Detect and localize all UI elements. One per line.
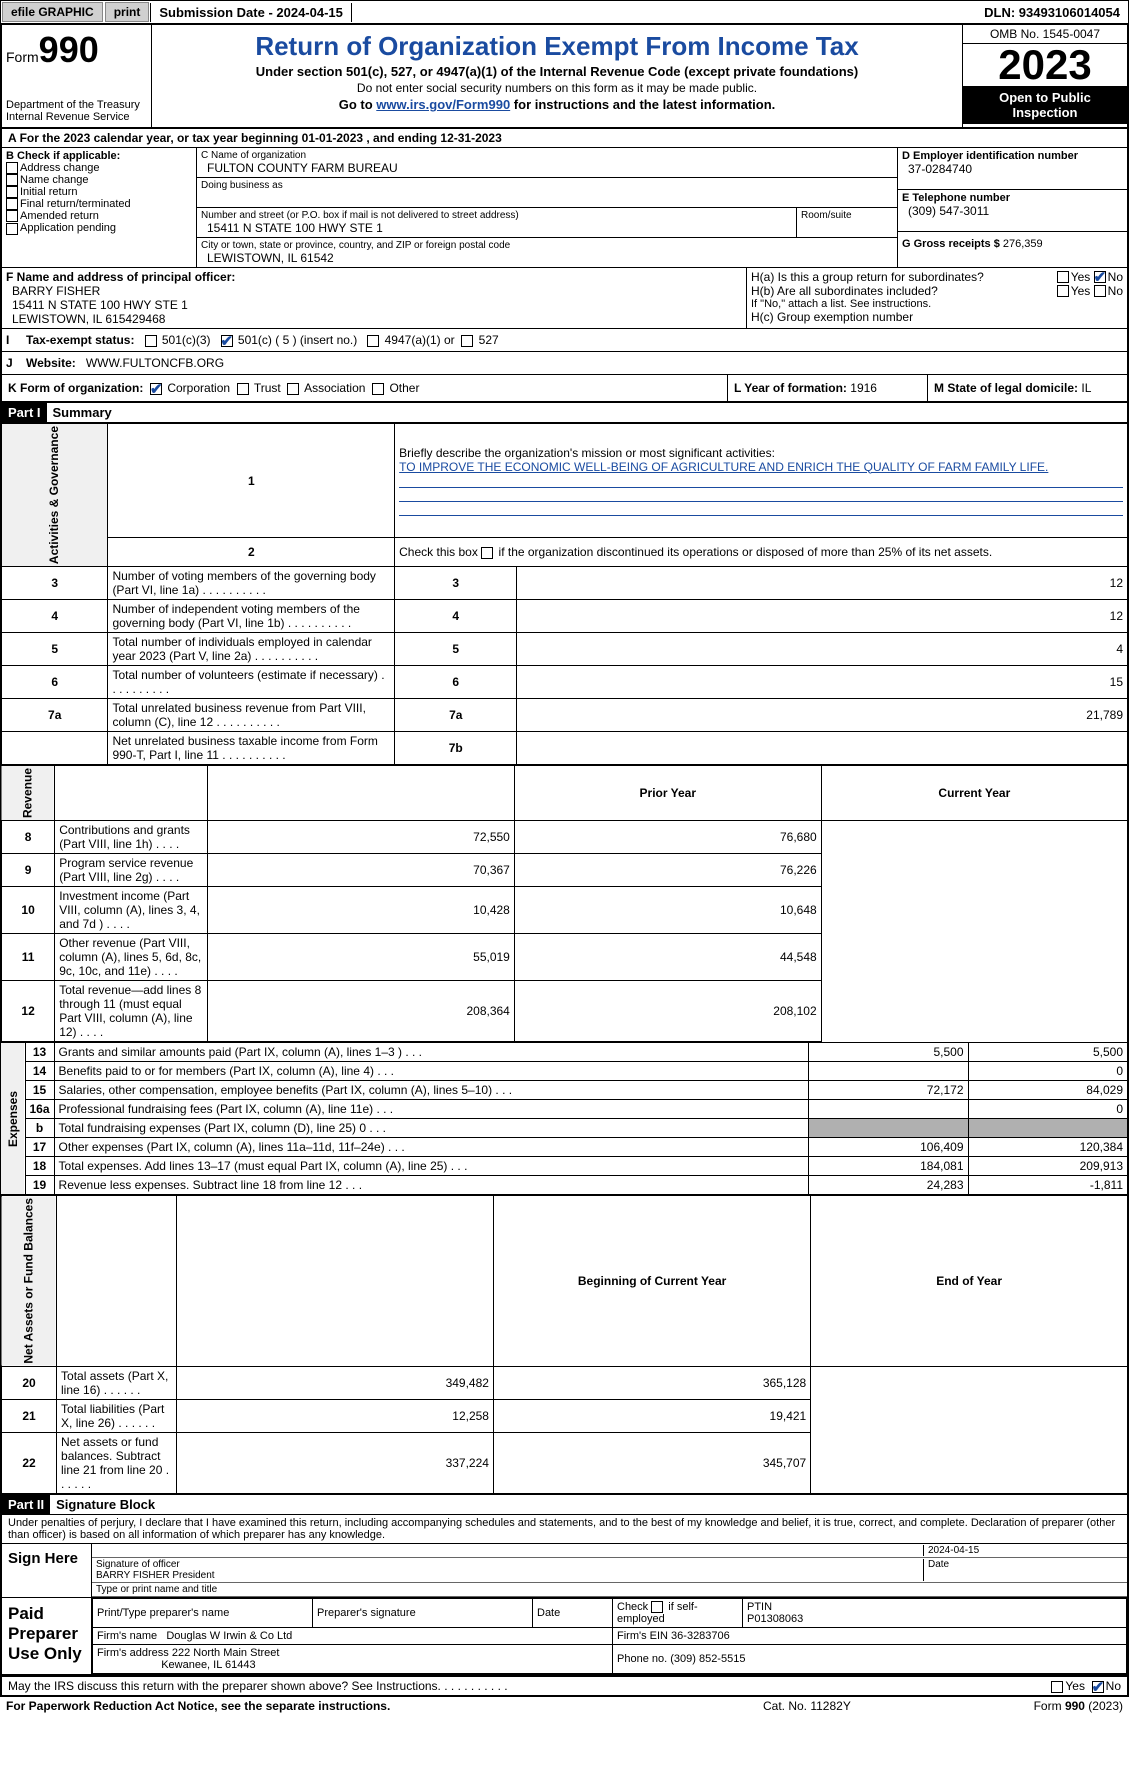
org-name: FULTON COUNTY FARM BUREAU [201, 161, 893, 175]
state-domicile: IL [1081, 381, 1091, 395]
sign-here-label: Sign Here [2, 1544, 92, 1597]
page-footer: For Paperwork Reduction Act Notice, see … [0, 1697, 1129, 1715]
cb-discuss-no[interactable] [1092, 1681, 1104, 1693]
cb-name-change[interactable] [6, 174, 18, 186]
phone-label: E Telephone number [902, 192, 1123, 204]
summary-netassets-table: Net Assets or Fund Balances Beginning of… [0, 1195, 1129, 1495]
vtab-governance: Activities & Governance [1, 424, 108, 567]
gross-receipts-value: 276,359 [1003, 238, 1043, 250]
website-value: WWW.FULTONCFB.ORG [86, 356, 224, 370]
cb-527[interactable] [461, 335, 473, 347]
mission-statement: TO IMPROVE THE ECONOMIC WELL-BEING OF AG… [399, 460, 1048, 474]
sig-date: 2024-04-15 [923, 1545, 1123, 1556]
subtitle-link-row: Go to www.irs.gov/Form990 for instructio… [158, 97, 956, 112]
street-address: 15411 N STATE 100 HWY STE 1 [201, 221, 792, 235]
line-a-tax-year: A For the 2023 calendar year, or tax yea… [0, 129, 1129, 148]
form-title: Return of Organization Exempt From Incom… [158, 31, 956, 62]
section-b-c-d: B Check if applicable: Address change Na… [0, 148, 1129, 268]
cb-501c[interactable] [221, 335, 233, 347]
ein-value: 37-0284740 [902, 162, 1123, 176]
city-label: City or town, state or province, country… [201, 240, 893, 251]
dba-label: Doing business as [201, 180, 893, 191]
cb-ha-yes[interactable] [1057, 271, 1069, 283]
cb-amended-return[interactable] [6, 210, 18, 222]
cb-initial-return[interactable] [6, 186, 18, 198]
box-b-checkboxes: B Check if applicable: Address change Na… [2, 148, 197, 267]
line-k-l-m: K Form of organization: Corporation Trus… [0, 375, 1129, 403]
h-c-label: H(c) Group exemption number [751, 310, 1123, 324]
paid-preparer-label: Paid Preparer Use Only [2, 1598, 92, 1674]
form-header: Form990 Department of the Treasury Inter… [0, 24, 1129, 129]
officer-addr2: LEWISTOWN, IL 615429468 [6, 312, 742, 326]
cb-discuss-yes[interactable] [1051, 1681, 1063, 1693]
cb-other[interactable] [372, 383, 384, 395]
h-a-label: H(a) Is this a group return for subordin… [751, 270, 1057, 284]
phone-value: (309) 547-3011 [902, 204, 1123, 218]
cb-discontinued[interactable] [481, 547, 493, 559]
efile-graphic-button[interactable]: efile GRAPHIC [2, 2, 103, 22]
section-f-h: F Name and address of principal officer:… [0, 268, 1129, 329]
irs-gov-link[interactable]: www.irs.gov/Form990 [376, 97, 510, 112]
dept-treasury: Department of the Treasury [6, 99, 147, 111]
officer-signature-name: BARRY FISHER President [96, 1570, 215, 1581]
firm-address2: Kewanee, IL 61443 [161, 1659, 255, 1671]
summary-expenses-table: Expenses13Grants and similar amounts pai… [0, 1042, 1129, 1195]
line-i-tax-exempt: I Tax-exempt status: 501(c)(3) 501(c) ( … [0, 329, 1129, 352]
signature-block: Sign Here 2024-04-15 Signature of office… [0, 1543, 1129, 1677]
officer-label: F Name and address of principal officer: [6, 270, 742, 284]
firm-name: Douglas W Irwin & Co Ltd [166, 1630, 292, 1642]
h-b-label: H(b) Are all subordinates included? [751, 284, 1057, 298]
irs-discuss-row: May the IRS discuss this return with the… [0, 1677, 1129, 1697]
part-1-header: Part I Summary [0, 403, 1129, 423]
cb-hb-yes[interactable] [1057, 285, 1069, 297]
firm-ein: 36-3283706 [671, 1630, 730, 1642]
cb-final-return[interactable] [6, 198, 18, 210]
perjury-declaration: Under penalties of perjury, I declare th… [0, 1515, 1129, 1543]
cb-corporation[interactable] [150, 383, 162, 395]
summary-revenue-table: Revenue Prior Year Current Year 8Contrib… [0, 765, 1129, 1042]
street-label: Number and street (or P.O. box if mail i… [201, 210, 792, 221]
vtab-net-assets: Net Assets or Fund Balances [1, 1196, 57, 1367]
cb-501c3[interactable] [145, 335, 157, 347]
cb-trust[interactable] [237, 383, 249, 395]
officer-addr1: 15411 N STATE 100 HWY STE 1 [6, 298, 742, 312]
cb-application-pending[interactable] [6, 223, 18, 235]
cb-ha-no[interactable] [1094, 271, 1106, 283]
line-j-website: J Website: WWW.FULTONCFB.ORG [0, 352, 1129, 375]
print-button[interactable]: print [105, 2, 150, 22]
city-state-zip: LEWISTOWN, IL 61542 [201, 251, 893, 265]
cb-hb-no[interactable] [1094, 285, 1106, 297]
cb-address-change[interactable] [6, 162, 18, 174]
form-number-block: Form990 [6, 29, 147, 71]
part-2-header: Part II Signature Block [0, 1495, 1129, 1515]
room-suite-label: Room/suite [801, 210, 893, 221]
ptin-value: P01308063 [747, 1613, 803, 1625]
tax-year: 2023 [963, 44, 1127, 86]
dln-number: DLN: 93493106014054 [976, 3, 1128, 22]
open-to-public-badge: Open to Public Inspection [963, 86, 1127, 124]
top-toolbar: efile GRAPHIC print Submission Date - 20… [0, 0, 1129, 24]
subtitle-privacy: Do not enter social security numbers on … [158, 81, 956, 95]
summary-governance-table: Activities & Governance 1 Briefly descri… [0, 423, 1129, 765]
cb-4947a1[interactable] [367, 335, 379, 347]
officer-name: BARRY FISHER [6, 284, 742, 298]
firm-phone: (309) 852-5515 [670, 1653, 745, 1665]
cb-association[interactable] [287, 383, 299, 395]
year-of-formation: 1916 [850, 381, 877, 395]
submission-date: Submission Date - 2024-04-15 [150, 3, 352, 22]
vtab-revenue: Revenue [1, 766, 55, 821]
h-note: If "No," attach a list. See instructions… [751, 298, 1123, 310]
org-name-label: C Name of organization [201, 150, 893, 161]
irs-label: Internal Revenue Service [6, 111, 147, 123]
preparer-table: Print/Type preparer's name Preparer's si… [92, 1598, 1127, 1674]
subtitle-section: Under section 501(c), 527, or 4947(a)(1)… [158, 64, 956, 79]
gross-receipts-label: G Gross receipts $ [902, 238, 1000, 250]
cb-self-employed[interactable] [651, 1601, 663, 1613]
ein-label: D Employer identification number [902, 150, 1123, 162]
firm-address1: 222 North Main Street [172, 1647, 280, 1659]
